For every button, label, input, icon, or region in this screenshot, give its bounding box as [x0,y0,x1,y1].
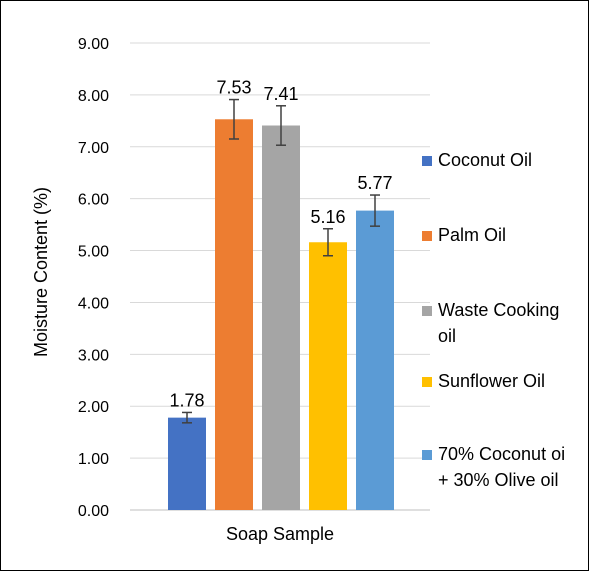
data-label: 5.77 [357,173,392,193]
legend-label: Palm Oil [438,225,506,245]
data-label: 5.16 [310,207,345,227]
data-labels: 1.78 7.53 7.41 5.16 5.77 [169,78,392,411]
y-tick-label: 7.00 [78,140,109,157]
legend-item: Coconut Oil [422,150,532,170]
y-tick-label: 9.00 [78,36,109,53]
error-bar [370,194,380,227]
y-tick-label: 3.00 [78,347,109,364]
legend-label: + 30% Olive oil [438,470,559,490]
legend-label: 70% Coconut oi [438,444,565,464]
legend-item: Waste Cooking oil [422,300,559,346]
x-axis-category-label: Soap Sample [226,524,334,544]
legend-item: Sunflower Oil [422,371,545,391]
bar [356,210,394,510]
y-axis-label: Moisture Content (%) [31,187,51,357]
error-bar [276,105,286,146]
y-axis-tick-labels: 0.00 1.00 2.00 3.00 4.00 5.00 6.00 7.00 8.00 9.00 [78,36,109,520]
error-bar [229,98,239,140]
bar [309,242,347,510]
error-bars [182,98,380,424]
y-tick-label: 8.00 [78,88,109,105]
legend-swatch [422,377,432,387]
legend-swatch [422,450,432,460]
y-tick-label: 1.00 [78,451,109,468]
bar [262,125,300,511]
legend-label: Waste Cooking [438,300,559,320]
bar [168,417,206,510]
data-label: 1.78 [169,390,204,410]
data-label: 7.41 [263,84,298,104]
legend-label: Coconut Oil [438,150,532,170]
legend-swatch [422,156,432,166]
error-bar [182,411,192,424]
legend: Coconut Oil Palm Oil Waste Cooking oil Sunfl… [422,150,565,490]
legend-label: oil [438,326,456,346]
bars [168,119,394,511]
legend-label: Sunflower Oil [438,371,545,391]
data-label: 7.53 [216,78,251,98]
y-tick-label: 4.00 [78,295,109,312]
y-tick-label: 0.00 [78,503,109,520]
y-tick-label: 2.00 [78,399,109,416]
legend-swatch [422,306,432,316]
legend-item: Palm Oil [422,225,506,245]
y-tick-label: 5.00 [78,244,109,261]
legend-swatch [422,231,432,241]
error-bar [323,228,333,257]
legend-item: 70% Coconut oi + 30% Olive oil [422,444,565,490]
y-tick-label: 6.00 [78,192,109,209]
bar [215,119,253,510]
